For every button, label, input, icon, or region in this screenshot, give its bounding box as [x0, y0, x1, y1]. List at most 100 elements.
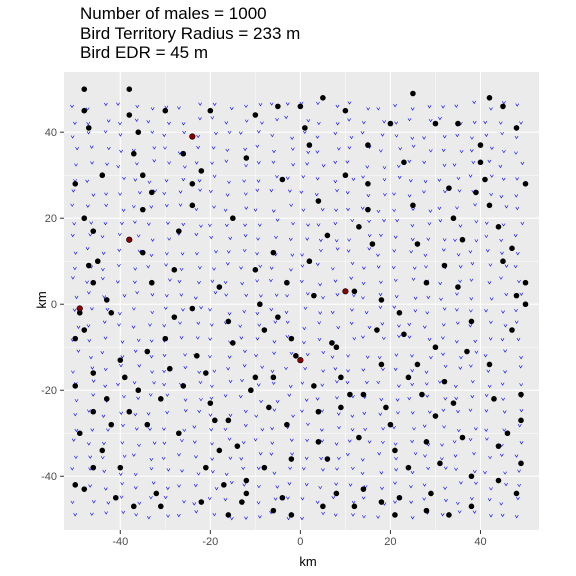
observer-marker — [504, 205, 509, 209]
territory-point — [315, 439, 322, 445]
observer-marker — [210, 161, 214, 165]
observer-marker — [409, 500, 413, 504]
observer-marker — [428, 209, 433, 213]
observer-marker — [86, 121, 91, 126]
observer-marker — [290, 147, 295, 151]
observer-marker — [102, 469, 107, 474]
observer-marker — [106, 501, 111, 505]
observer-marker — [345, 191, 350, 195]
observer-marker — [90, 428, 95, 432]
territory-point — [288, 456, 295, 462]
observer-marker — [393, 104, 397, 108]
territory-point — [419, 391, 425, 398]
x-tick-label: -20 — [202, 536, 218, 548]
observer-marker — [269, 189, 274, 193]
territory-point — [432, 120, 439, 127]
observer-marker — [208, 223, 212, 228]
observer-marker — [238, 395, 243, 399]
observer-marker — [303, 367, 308, 371]
observer-marker — [500, 338, 505, 342]
observer-marker — [134, 513, 139, 517]
observer-marker — [513, 264, 518, 269]
observer-marker — [394, 353, 399, 357]
territory-point — [477, 142, 484, 148]
observer-marker — [488, 455, 492, 460]
territory-point — [455, 120, 461, 127]
observer-marker — [392, 208, 396, 213]
observer-marker — [182, 428, 187, 433]
observer-marker — [395, 219, 399, 223]
observer-marker — [474, 239, 479, 243]
observer-marker — [271, 381, 276, 386]
observer-marker — [89, 145, 94, 149]
observer-marker — [105, 307, 110, 312]
territory-point — [342, 107, 349, 114]
y-tick-label: -40 — [41, 471, 57, 483]
observer-marker — [194, 207, 199, 212]
observer-marker — [335, 122, 340, 126]
observer-marker — [455, 501, 460, 506]
observer-marker — [361, 368, 366, 372]
observer-marker — [468, 408, 473, 412]
observer-marker — [362, 266, 366, 270]
territory-point — [414, 361, 421, 368]
territory-point — [139, 206, 146, 213]
observer-marker — [484, 428, 488, 432]
territory-point — [90, 370, 97, 376]
observer-marker — [291, 414, 295, 418]
observer-marker — [411, 144, 416, 149]
observer-marker — [224, 293, 229, 297]
observer-marker — [376, 380, 381, 385]
observer-marker — [394, 134, 399, 138]
territory-point — [189, 202, 196, 209]
observer-marker — [207, 496, 212, 501]
territory-point — [302, 125, 308, 131]
observer-marker — [426, 237, 431, 241]
observer-marker — [273, 320, 278, 324]
observer-marker — [286, 516, 291, 521]
observer-marker — [336, 412, 341, 416]
territory-point — [486, 202, 493, 209]
observer-marker — [89, 221, 94, 225]
observer-marker — [360, 131, 365, 135]
observer-marker — [165, 393, 170, 397]
observer-marker — [275, 118, 279, 122]
territory-point — [198, 499, 205, 505]
observer-marker — [394, 456, 398, 461]
observer-marker — [487, 498, 492, 502]
observer-marker — [470, 395, 475, 399]
observer-marker — [146, 412, 151, 416]
observer-marker — [516, 337, 521, 342]
observer-marker — [381, 440, 385, 445]
observer-marker — [119, 411, 124, 415]
observer-marker — [488, 337, 493, 341]
observer-marker — [424, 265, 428, 269]
observer-marker — [335, 188, 339, 193]
observer-marker — [227, 180, 231, 185]
x-axis-title: km — [299, 554, 316, 569]
observer-marker — [360, 458, 365, 462]
observer-marker — [162, 383, 167, 387]
observer-marker — [100, 456, 105, 460]
territory-point — [90, 228, 97, 234]
observer-marker — [333, 160, 338, 165]
territory-point — [180, 150, 187, 157]
observer-marker — [227, 130, 232, 135]
observer-marker — [151, 481, 156, 485]
observer-marker — [360, 206, 365, 210]
observer-marker — [514, 135, 519, 140]
observer-marker — [288, 384, 293, 389]
territory-point — [99, 172, 106, 179]
territory-point — [248, 387, 254, 394]
territory-point — [446, 512, 452, 518]
territory-point — [216, 284, 223, 290]
observer-marker — [425, 394, 430, 398]
observer-marker — [382, 120, 387, 124]
observer-marker — [136, 234, 141, 238]
observer-marker — [136, 338, 141, 343]
territory-point — [351, 503, 358, 510]
observer-marker — [116, 382, 120, 387]
observer-marker — [335, 247, 340, 251]
observer-marker — [472, 452, 476, 456]
observer-marker — [70, 233, 75, 238]
